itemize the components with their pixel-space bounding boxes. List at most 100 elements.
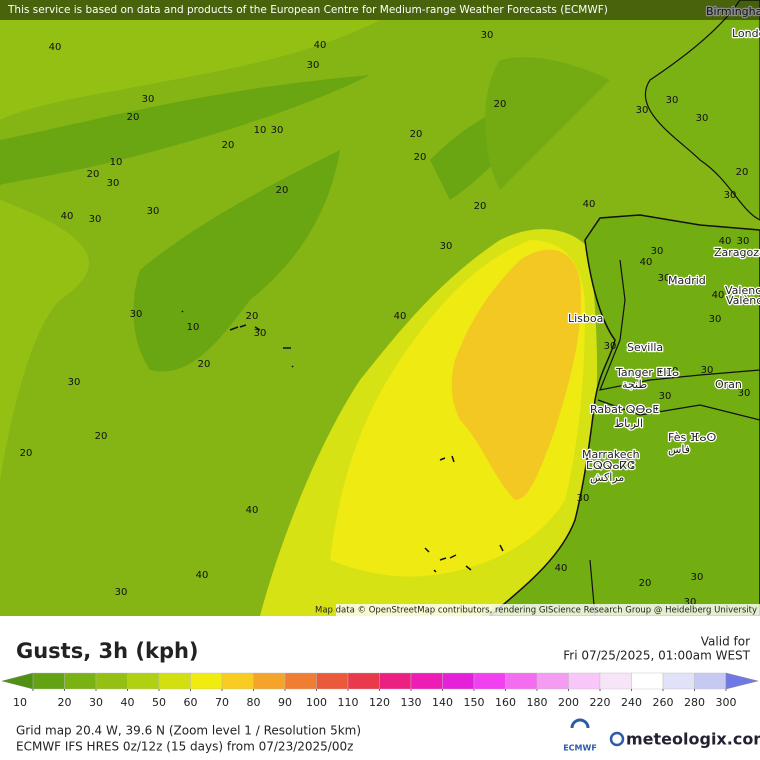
contour-label: 20 bbox=[494, 99, 507, 110]
contour-label: 30 bbox=[737, 236, 750, 247]
contour-label: 40 bbox=[49, 42, 62, 53]
city-label: Tanger ⵟⵏⵊⴰ bbox=[615, 366, 679, 379]
contour-label: 10 bbox=[187, 322, 200, 333]
contour-label: 40 bbox=[640, 257, 653, 268]
contour-label: 30 bbox=[666, 95, 679, 106]
contour-label: 30 bbox=[696, 113, 709, 124]
city-label: Sevilla bbox=[627, 341, 663, 354]
city-label: الرباط bbox=[614, 417, 643, 430]
contour-label: 30 bbox=[130, 309, 143, 320]
tick-label: 20 bbox=[58, 696, 72, 709]
contour-label: 30 bbox=[107, 178, 120, 189]
color-segment bbox=[473, 672, 506, 690]
contour-label: 30 bbox=[147, 206, 160, 217]
valid-time: Fri 07/25/2025, 01:00am WEST bbox=[563, 649, 750, 663]
brand-icon bbox=[609, 731, 625, 747]
contour-label: 20 bbox=[736, 167, 749, 178]
city-label: Zaragoza bbox=[714, 246, 760, 259]
border bbox=[599, 259, 760, 391]
color-segment bbox=[505, 672, 538, 690]
contour-label: 30 bbox=[701, 365, 714, 376]
color-segment bbox=[568, 672, 601, 690]
tick-label: 150 bbox=[464, 696, 485, 709]
color-segment bbox=[410, 672, 443, 690]
tick-label: 240 bbox=[621, 696, 642, 709]
contour-label: 20 bbox=[246, 311, 259, 322]
tick-label: 120 bbox=[369, 696, 390, 709]
islands bbox=[181, 310, 504, 573]
color-segment bbox=[442, 672, 475, 690]
contour-label: 30 bbox=[577, 493, 590, 504]
city-label: Oran bbox=[715, 378, 742, 391]
contour-label: 30 bbox=[636, 105, 649, 116]
tick-label: 300 bbox=[716, 696, 737, 709]
tick-label: 10 bbox=[13, 696, 27, 709]
ecmwf-logo: ECMWF bbox=[563, 718, 597, 753]
city-label: طنجة bbox=[622, 378, 647, 391]
contour-label: 20 bbox=[127, 112, 140, 123]
city-label: فاس bbox=[668, 443, 690, 456]
contour-label: 30 bbox=[307, 60, 320, 71]
color-segment bbox=[694, 672, 727, 690]
city-label: Madrid bbox=[668, 274, 706, 287]
contour-label: 10 bbox=[110, 157, 123, 168]
city-label: Birmingham bbox=[706, 5, 760, 18]
legend-panel: Gusts, 3h (kph) Valid for Fri 07/25/2025… bbox=[1, 635, 760, 754]
tick-label: 50 bbox=[152, 696, 166, 709]
field-area bbox=[0, 200, 89, 480]
contour-label: 40 bbox=[712, 290, 725, 301]
color-segment bbox=[316, 672, 349, 690]
city-label: Rabat ⵕⴱⴰⵟ bbox=[590, 403, 659, 416]
contour-label: 20 bbox=[639, 578, 652, 589]
color-bar: 10 20 30 40 50 60 70 80 90 100 110 120 130 140 150 160 1… bbox=[1, 672, 759, 709]
brand[interactable]: meteologix.com bbox=[626, 730, 760, 749]
contour-label: 30 bbox=[666, 366, 679, 377]
contour-label: 40 bbox=[61, 211, 74, 222]
color-segment bbox=[64, 672, 97, 690]
attribution-bg bbox=[336, 604, 760, 616]
ecmwf-text: ECMWF bbox=[563, 744, 597, 753]
color-segment bbox=[253, 672, 286, 690]
contour-label: 30 bbox=[724, 190, 737, 201]
contour-label: 40 bbox=[719, 236, 732, 247]
color-bar-start bbox=[1, 672, 34, 690]
color-bar-end bbox=[725, 672, 759, 690]
color-segment bbox=[599, 672, 632, 690]
tick-label: 30 bbox=[89, 696, 103, 709]
color-segment bbox=[158, 672, 191, 690]
color-segment bbox=[127, 672, 160, 690]
contour-label: 30 bbox=[709, 314, 722, 325]
tick-label: 40 bbox=[121, 696, 135, 709]
contour-label: 20 bbox=[198, 359, 211, 370]
banner: This service is based on data and produc… bbox=[7, 4, 608, 16]
tick-label: 200 bbox=[558, 696, 579, 709]
contour-label: 10 bbox=[254, 125, 267, 136]
contour-label: 40 bbox=[246, 505, 259, 516]
contour-label: 30 bbox=[604, 341, 617, 352]
tick-label: 60 bbox=[184, 696, 198, 709]
city-label: València bbox=[726, 294, 760, 307]
contour-label: 30 bbox=[271, 125, 284, 136]
field-area bbox=[485, 57, 610, 191]
contour-label: 40 bbox=[583, 199, 596, 210]
contour-label: 20 bbox=[410, 129, 423, 140]
contour-label: 20 bbox=[276, 185, 289, 196]
contour-label: 40 bbox=[196, 570, 209, 581]
color-segment bbox=[221, 672, 254, 690]
land bbox=[644, 0, 760, 221]
cities: Birmingham London Zaragoza Madrid ValenciaVa… bbox=[567, 4, 760, 486]
color-segment bbox=[95, 672, 128, 690]
tick-label: 180 bbox=[527, 696, 548, 709]
color-segment bbox=[284, 672, 317, 690]
contour-label: 30 bbox=[651, 246, 664, 257]
contour-label: 30 bbox=[659, 391, 672, 402]
contour-label: 30 bbox=[440, 241, 453, 252]
contour-label: 20 bbox=[222, 140, 235, 151]
color-segment bbox=[347, 672, 380, 690]
city-label: Fès ⴼⴰⵙ bbox=[668, 431, 716, 444]
contour-label: 30 bbox=[658, 273, 671, 284]
tick-label: 70 bbox=[215, 696, 229, 709]
